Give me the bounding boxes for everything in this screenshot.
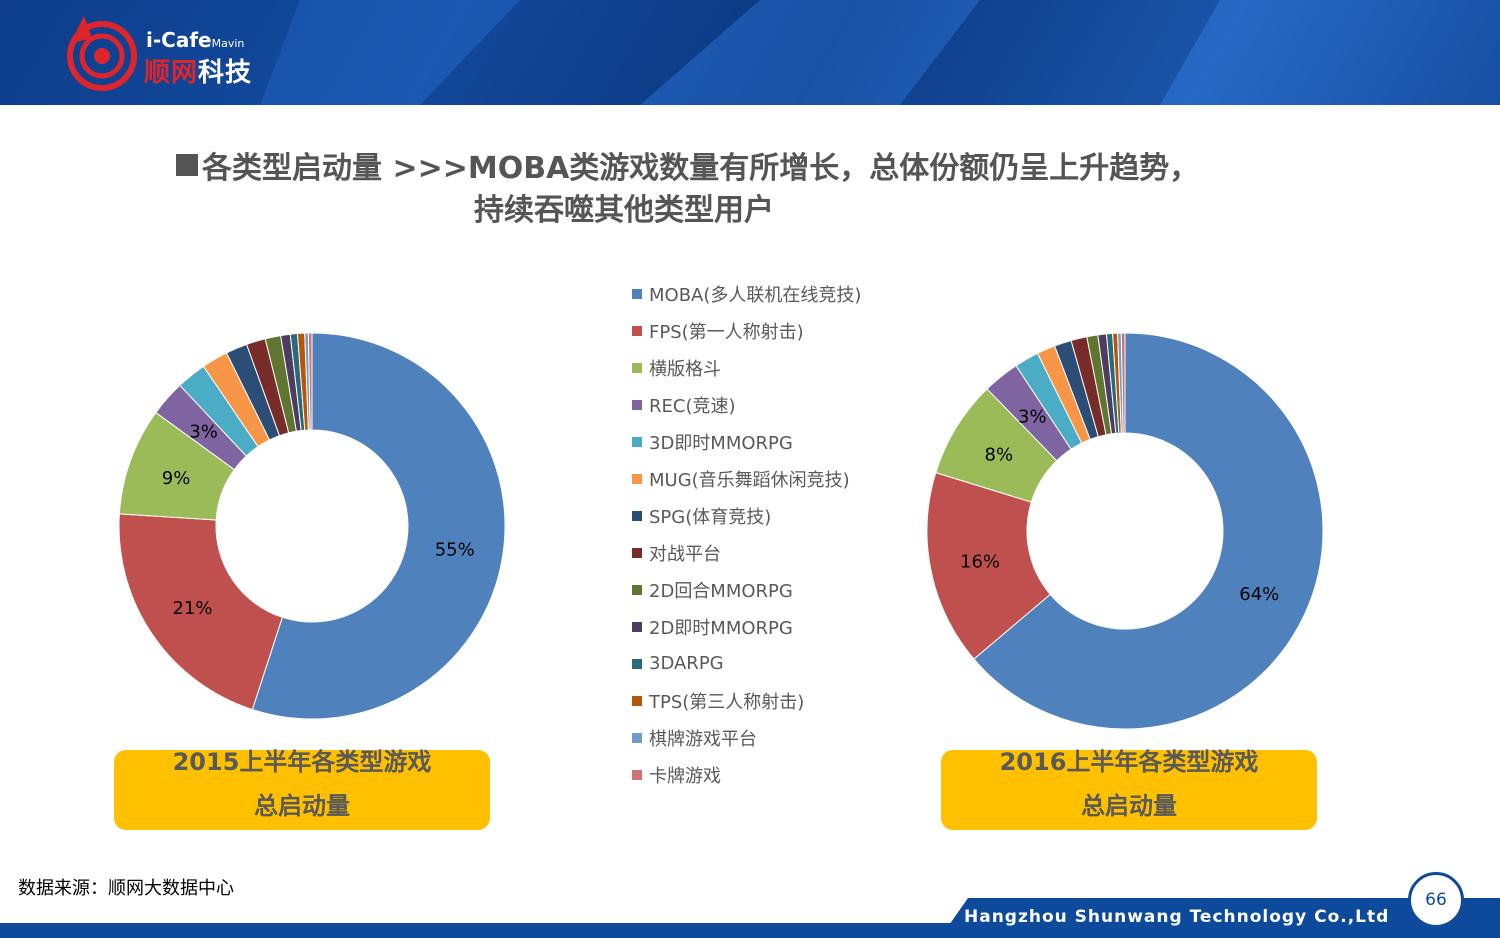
legend-item: 2D回合MMORPG (632, 571, 932, 608)
slide-title: 各类型启动量 >>>MOBA类游戏数量有所增长，总体份额仍呈上升趋势， 持续吞噬… (176, 148, 1326, 232)
legend-item: 横版格斗 (632, 349, 932, 386)
legend-label: 对战平台 (649, 543, 721, 565)
data-label: 55% (435, 540, 475, 561)
legend-label: MUG(音乐舞蹈休闲竞技) (649, 469, 850, 491)
donut-slice (307, 332, 313, 431)
data-label: 9% (162, 468, 191, 489)
data-label: 8% (985, 445, 1014, 466)
caption-2016-line-1: 2016上半年各类型游戏 (999, 748, 1259, 776)
caption-2016: 2016上半年各类型游戏 总启动量 (941, 748, 1317, 830)
legend-swatch (632, 325, 642, 336)
legend-swatch (632, 732, 642, 743)
legend-swatch (632, 658, 642, 669)
chart-legend: MOBA(多人联机在线竞技) FPS(第一人称射击) 横版格斗 REC(竞速) 3D即时… (632, 275, 932, 793)
caption-2015-line-1: 2015上半年各类型游戏 (172, 748, 432, 776)
legend-label: 3D即时MMORPG (649, 432, 793, 454)
data-label: 3% (1018, 407, 1047, 428)
donut-slice (973, 332, 1324, 730)
legend-item: MOBA(多人联机在线竞技) (632, 275, 932, 312)
target-icon (67, 16, 137, 91)
legend-item: MUG(音乐舞蹈休闲竞技) (632, 460, 932, 497)
donut-slice (1120, 332, 1126, 434)
legend-swatch (632, 584, 642, 595)
legend-item: 卡牌游戏 (632, 756, 932, 793)
header-banner: i-CafeMavin 顺网科技 (0, 0, 1500, 105)
company-logo: i-CafeMavin 顺网科技 (62, 14, 292, 94)
footer-slant (940, 898, 1500, 938)
legend-label: 2D即时MMORPG (649, 617, 793, 639)
data-label: 21% (172, 598, 212, 619)
legend-item: 3D即时MMORPG (632, 423, 932, 460)
donut-slice (926, 472, 1051, 660)
legend-swatch (632, 510, 642, 521)
caption-2015-line-2: 总启动量 (254, 792, 350, 820)
legend-label: REC(竞速) (649, 395, 736, 417)
data-label: 3% (189, 421, 218, 442)
legend-label: FPS(第一人称射击) (649, 321, 804, 343)
legend-swatch (632, 362, 642, 373)
data-label: 16% (960, 552, 1000, 573)
legend-swatch (632, 621, 642, 632)
title-square-icon (176, 154, 198, 176)
legend-item: TPS(第三人称射击) (632, 682, 932, 719)
donut-slice (251, 332, 506, 720)
caption-2016-line-2: 总启动量 (1081, 792, 1177, 820)
legend-item: 2D即时MMORPG (632, 608, 932, 645)
legend-item: FPS(第一人称射击) (632, 312, 932, 349)
legend-swatch (632, 288, 642, 299)
legend-swatch (632, 473, 642, 484)
donut-chart-2016: 64% 16% 8%3% (926, 332, 1324, 730)
header-facet-pattern (0, 0, 1500, 105)
legend-swatch (632, 769, 642, 780)
legend-item: SPG(体育竞技) (632, 497, 932, 534)
legend-label: SPG(体育竞技) (649, 506, 772, 528)
legend-label: 横版格斗 (649, 358, 721, 380)
legend-label: 3DARPG (649, 653, 724, 674)
title-line-2: 持续吞噬其他类型用户 (474, 193, 774, 228)
legend-label: 卡牌游戏 (649, 765, 721, 787)
legend-swatch (632, 399, 642, 410)
legend-swatch (632, 436, 642, 447)
legend-label: TPS(第三人称射击) (649, 691, 805, 713)
brand-chinese: 顺网科技 (144, 58, 253, 88)
donut-slice (118, 513, 283, 711)
legend-label: 2D回合MMORPG (649, 580, 793, 602)
legend-swatch (632, 547, 642, 558)
donut-chart-2015: 55% 21% 9% 3% (118, 332, 506, 720)
legend-label: 棋牌游戏平台 (649, 728, 757, 750)
legend-item: 棋牌游戏平台 (632, 719, 932, 756)
legend-item: 对战平台 (632, 534, 932, 571)
data-source-note: 数据来源：顺网大数据中心 (18, 878, 234, 899)
title-line-1: 各类型启动量 >>>MOBA类游戏数量有所增长，总体份额仍呈上升趋势， (202, 151, 1200, 186)
footer-company: Hangzhou Shunwang Technology Co.,Ltd (964, 907, 1390, 927)
caption-2015: 2015上半年各类型游戏 总启动量 (114, 748, 490, 830)
brand-english: i-CafeMavin (146, 28, 245, 52)
legend-label: MOBA(多人联机在线竞技) (649, 284, 862, 306)
legend-swatch (632, 695, 642, 706)
legend-item: 3DARPG (632, 645, 932, 682)
data-label: 64% (1239, 584, 1279, 605)
page-number: 66 (1408, 872, 1464, 928)
legend-item: REC(竞速) (632, 386, 932, 423)
